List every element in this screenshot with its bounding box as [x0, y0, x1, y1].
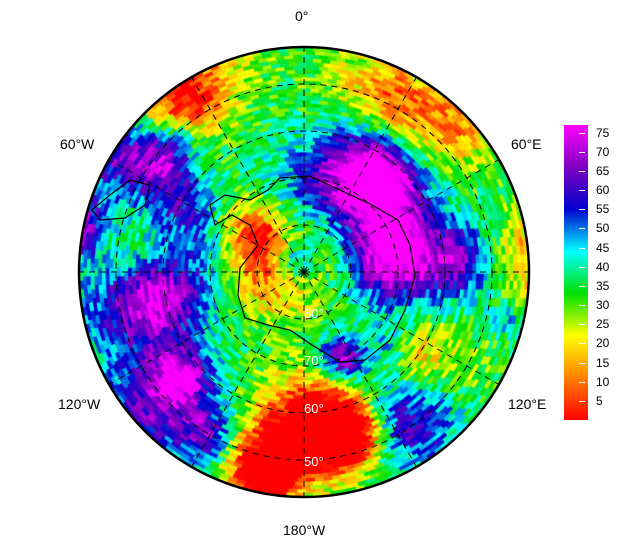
- coastline-south-america: [91, 179, 151, 221]
- colorbar-tick-label: 70: [596, 144, 610, 159]
- colorbar-tick-label: 75: [596, 125, 610, 140]
- lon-label-180: 180°W: [283, 522, 326, 538]
- lon-label-60e: 60°E: [511, 136, 542, 152]
- coastline: [209, 175, 416, 363]
- colorbar-tick-label: 45: [596, 240, 610, 255]
- colorbar-tick-mark: [579, 209, 585, 211]
- colorbar-tick-label: 35: [596, 278, 610, 293]
- colorbar-tick-label: 30: [596, 298, 610, 313]
- lat-label-70: 70°: [304, 353, 324, 368]
- colorbar-tick-label: 40: [596, 259, 610, 274]
- lat-label-50: 50°: [304, 454, 324, 469]
- meridian-line: [191, 76, 305, 273]
- colorbar-tick-mark: [579, 170, 585, 172]
- colorbar-tick-label: 55: [596, 202, 610, 217]
- colorbar-tick-label: 15: [596, 355, 610, 370]
- colorbar-tick-mark: [579, 190, 585, 192]
- colorbar-tick-mark: [579, 266, 585, 268]
- colorbar-tick-mark: [579, 247, 585, 249]
- meridian-line: [303, 271, 500, 385]
- meridian-line: [303, 271, 417, 468]
- colorbar-tick-label: 60: [596, 183, 610, 198]
- meridian-line: [303, 159, 500, 273]
- meridian-line: [108, 271, 305, 385]
- colorbar-tick-mark: [579, 381, 585, 383]
- colorbar-tick-mark: [579, 324, 585, 326]
- colorbar-tick-mark: [579, 285, 585, 287]
- map-boundary: [77, 45, 531, 499]
- lon-label-0: 0°: [295, 8, 309, 24]
- colorbar-tick-mark: [579, 305, 585, 307]
- colorbar-tick-mark: [579, 132, 585, 134]
- meridian-line: [108, 159, 305, 273]
- lon-label-60w: 60°W: [60, 136, 95, 152]
- meridian-line: [191, 271, 305, 468]
- meridian-line: [303, 76, 417, 273]
- colorbar-tick-mark: [579, 151, 585, 153]
- lat-label-60: 60°: [304, 401, 324, 416]
- colorbar-tick-label: 50: [596, 221, 610, 236]
- lon-label-120w: 120°W: [58, 396, 101, 412]
- lon-label-120e: 120°E: [508, 396, 547, 412]
- lat-label-80: 80°: [304, 306, 324, 321]
- colorbar-tick-mark: [579, 343, 585, 345]
- colorbar-tick-label: 20: [596, 336, 610, 351]
- colorbar-tick-mark: [579, 362, 585, 364]
- colorbar: [564, 125, 588, 420]
- colorbar-tick-label: 10: [596, 374, 610, 389]
- colorbar-tick-mark: [579, 400, 585, 402]
- colorbar-tick-label: 65: [596, 163, 610, 178]
- colorbar-tick-label: 5: [596, 393, 603, 408]
- latitude-circle: [162, 130, 446, 414]
- colorbar-tick-mark: [579, 228, 585, 230]
- colorbar-tick-label: 25: [596, 317, 610, 332]
